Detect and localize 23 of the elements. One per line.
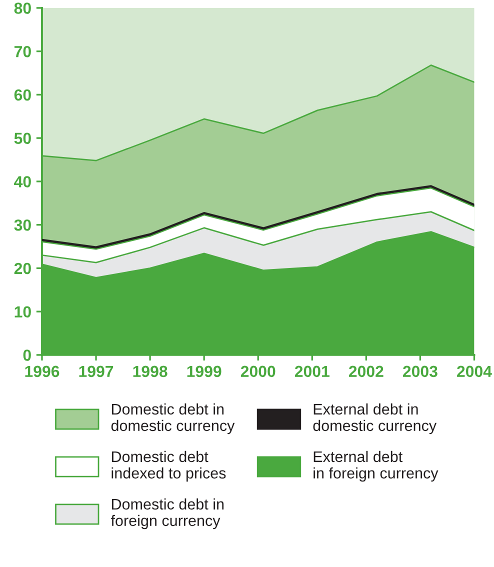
y-tick-label: 60 (14, 89, 31, 101)
y-tick-label: 80 (14, 2, 31, 14)
y-tick-label: 40 (14, 176, 31, 188)
x-tick-label: 1997 (79, 366, 114, 378)
y-tick-label: 30 (14, 219, 31, 231)
legend-label: Domestic debt in foreign currency (110, 498, 224, 530)
legend-label: Domestic debt in domestic currency (111, 403, 235, 434)
y-tick-label: 0 (23, 350, 31, 361)
legend-label: External debt in foreign currency (314, 450, 438, 482)
x-tick-label: 1996 (25, 366, 60, 378)
y-tick-label: 70 (14, 46, 31, 58)
x-tick-label: 2004 (457, 366, 492, 378)
x-tick-label: 1998 (133, 366, 168, 378)
x-tick-label: 2002 (348, 366, 384, 378)
legend-label: Domestic debt indexed to prices (112, 450, 226, 482)
y-tick-label: 50 (14, 132, 31, 144)
x-tick-label: 2003 (403, 366, 438, 378)
x-tick-label: 2000 (240, 366, 276, 378)
y-tick-label: 10 (14, 306, 31, 318)
x-tick-label: 2001 (294, 366, 330, 378)
legend-label: External debt in domestic currency (313, 403, 437, 434)
x-tick-label: 1999 (187, 366, 222, 378)
y-tick-label: 20 (14, 262, 31, 274)
